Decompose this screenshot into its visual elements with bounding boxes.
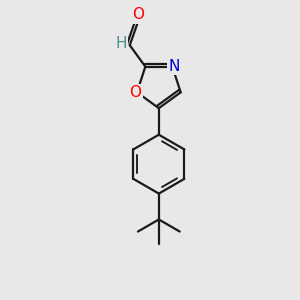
Text: O: O bbox=[130, 85, 142, 100]
Text: N: N bbox=[168, 59, 179, 74]
Text: O: O bbox=[133, 8, 145, 22]
Text: H: H bbox=[116, 36, 127, 51]
